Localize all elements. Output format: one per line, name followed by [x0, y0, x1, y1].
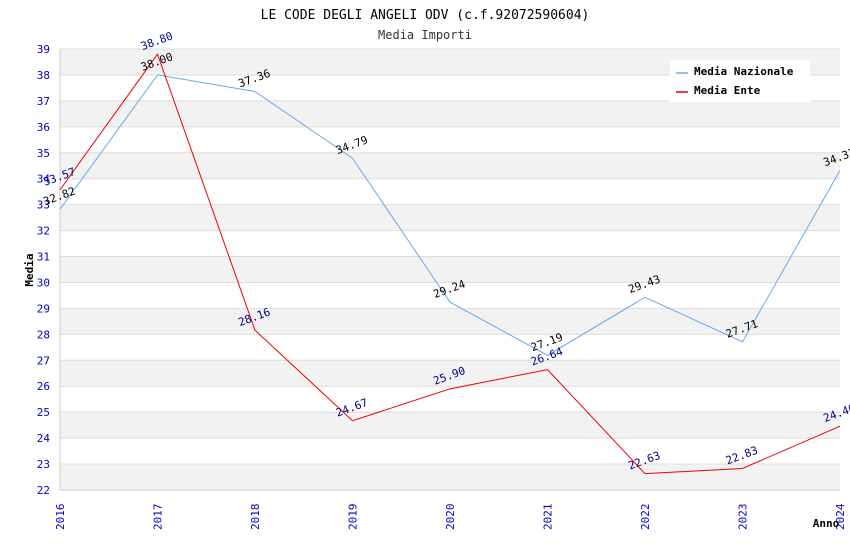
- grid-band: [60, 282, 840, 309]
- y-tick-label: 29: [37, 302, 50, 315]
- grid-band: [60, 100, 840, 127]
- legend-box: [670, 60, 810, 102]
- legend-label-media-nazionale: Media Nazionale: [694, 65, 794, 78]
- x-tick-label: 2018: [249, 504, 262, 531]
- x-tick-label: 2024: [834, 503, 847, 530]
- grid-band: [60, 178, 840, 205]
- legend: Media Nazionale Media Ente: [670, 60, 810, 102]
- x-tick-label: 2020: [444, 504, 457, 531]
- grid-band: [60, 334, 840, 361]
- y-tick-label: 34: [37, 173, 51, 186]
- x-tick-label: 2017: [152, 504, 165, 531]
- y-tick-label: 28: [37, 328, 50, 341]
- y-tick-label: 27: [37, 354, 50, 367]
- y-tick-label: 39: [37, 43, 50, 56]
- y-tick-label: 24: [37, 432, 51, 445]
- y-tick-label: 35: [37, 147, 50, 160]
- grid-band: [60, 412, 840, 439]
- grid-band: [60, 152, 840, 179]
- y-tick-label: 31: [37, 251, 50, 264]
- series-lines: [59, 53, 841, 475]
- grid-band: [60, 204, 840, 231]
- grid-band: [60, 438, 840, 465]
- y-tick-label: 25: [37, 406, 50, 419]
- grid-band: [60, 308, 840, 335]
- y-tick-label: 32: [37, 225, 50, 238]
- y-tick-label: 37: [37, 95, 50, 108]
- x-axis-label: Anno: [813, 517, 840, 530]
- chart-title: LE CODE DEGLI ANGELI ODV (c.f.9207259060…: [261, 8, 590, 23]
- legend-label-media-ente: Media Ente: [694, 84, 761, 97]
- grid-band: [60, 256, 840, 283]
- y-tick-label: 23: [37, 458, 50, 471]
- series-line-media-ente: [59, 53, 841, 475]
- grid-band: [60, 230, 840, 257]
- y-tick-label: 22: [37, 484, 50, 497]
- x-tick-label: 2022: [639, 504, 652, 531]
- y-tick-label: 38: [37, 69, 50, 82]
- x-tick-label: 2016: [54, 504, 67, 531]
- axes: [59, 49, 840, 491]
- y-tick-label: 33: [37, 199, 50, 212]
- x-tick-labels: 2016 2017 2018 2019 2020 2021 2022 2023 2024: [54, 503, 847, 530]
- x-tick-label: 2023: [737, 504, 750, 531]
- y-tick-labels: 22 23 24 25 26 27 28 29 30 31 32 33 34 35 36 37 38 39: [37, 43, 51, 497]
- x-tick-label: 2021: [542, 504, 555, 531]
- y-tick-label: 26: [37, 380, 50, 393]
- y-tick-label: 36: [37, 121, 50, 134]
- x-tick-label: 2019: [347, 504, 360, 531]
- y-tick-label: 30: [37, 276, 50, 289]
- grid-bands: [60, 49, 840, 490]
- chart-subtitle: Media Importi: [378, 28, 472, 42]
- grid-band: [60, 126, 840, 153]
- grid-band: [60, 360, 840, 387]
- grid-band: [60, 386, 840, 413]
- grid-band: [60, 464, 840, 490]
- series-line-media-nazionale: [59, 74, 841, 356]
- y-axis-label: Media: [23, 253, 36, 286]
